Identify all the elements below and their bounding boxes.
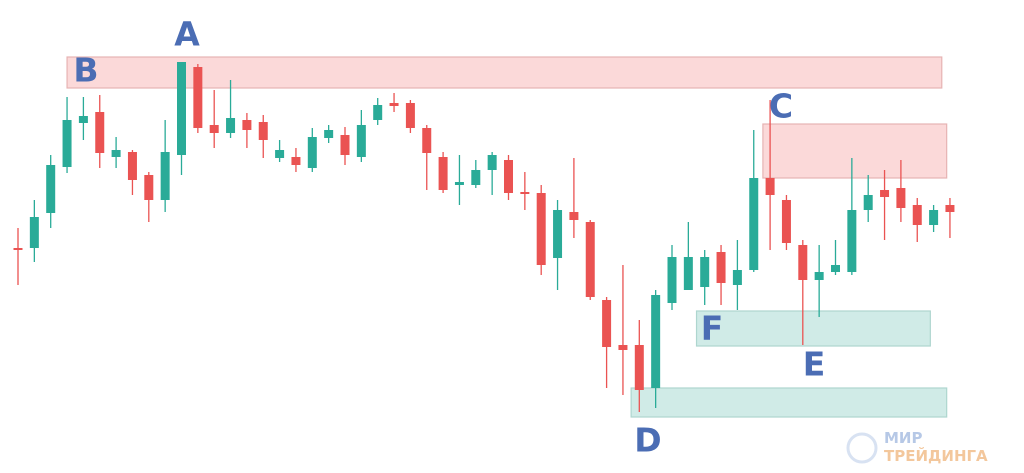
candle-body	[258, 122, 268, 140]
candle-body	[781, 200, 791, 243]
candle-body	[863, 195, 873, 210]
zone	[762, 123, 948, 179]
candles	[13, 62, 955, 412]
candle-body	[520, 192, 530, 194]
candle-body	[831, 265, 840, 272]
candle-body	[569, 212, 579, 220]
candle-body	[504, 160, 513, 193]
candle-body	[340, 135, 350, 155]
candle-body	[487, 155, 497, 170]
candle-body	[324, 130, 334, 138]
zone	[66, 56, 943, 89]
candle-body	[683, 257, 693, 290]
candle-body	[356, 125, 366, 157]
annotation: F	[701, 309, 724, 348]
candle-body	[111, 150, 121, 157]
candle-body	[226, 118, 236, 133]
logo-text: МИР	[884, 429, 922, 447]
candle-body	[209, 125, 219, 133]
candle-body	[471, 170, 481, 185]
candle-body	[438, 157, 448, 190]
candle-body	[536, 193, 546, 265]
logo: МИР ТРЕЙДИНГА	[846, 429, 988, 465]
candle-body	[46, 165, 56, 213]
candle-body	[144, 175, 154, 200]
candle-body	[749, 178, 759, 270]
candle-body	[929, 210, 939, 225]
candle-body	[602, 300, 612, 347]
candle-body	[454, 182, 464, 185]
zone	[695, 310, 931, 347]
candle-body	[29, 217, 39, 248]
candle-body	[814, 272, 824, 280]
candle-body	[700, 257, 710, 287]
candle-body	[160, 152, 170, 200]
candle-body	[847, 210, 857, 272]
logo-text: ТРЕЙДИНГА	[884, 446, 988, 465]
candle-body	[405, 103, 415, 128]
annotation: B	[73, 51, 98, 90]
zones	[66, 56, 948, 418]
candle-body	[373, 105, 383, 120]
candle-body	[242, 120, 252, 130]
candle-body	[667, 257, 677, 303]
candle-body	[307, 137, 317, 168]
annotation: D	[634, 421, 661, 460]
candle-body	[912, 205, 922, 225]
candle-body	[651, 295, 661, 388]
candle-body	[716, 252, 726, 283]
annotation: E	[803, 345, 826, 384]
candle-body	[896, 188, 906, 208]
candle-body	[798, 245, 808, 280]
candle-body	[95, 112, 105, 153]
candle-body	[945, 205, 955, 212]
candle-body	[291, 157, 301, 165]
candle-body	[275, 150, 285, 158]
candle-body	[78, 116, 88, 123]
candle-body	[177, 62, 186, 155]
candle-body	[634, 345, 644, 390]
candle-body	[553, 210, 563, 258]
candle-body	[880, 190, 890, 197]
candle-body	[127, 152, 137, 180]
candle-body	[618, 345, 628, 350]
candle-body	[585, 222, 595, 297]
zone	[630, 387, 948, 418]
annotation: A	[174, 15, 200, 54]
annotation: C	[769, 87, 793, 126]
candle-body	[732, 270, 742, 285]
candle-body	[62, 120, 72, 167]
candle-body	[765, 178, 775, 195]
candle-body	[422, 128, 432, 153]
logo-icon	[846, 432, 878, 464]
candle-body	[389, 103, 399, 106]
candle-body	[13, 248, 23, 250]
candle-body	[193, 67, 203, 128]
